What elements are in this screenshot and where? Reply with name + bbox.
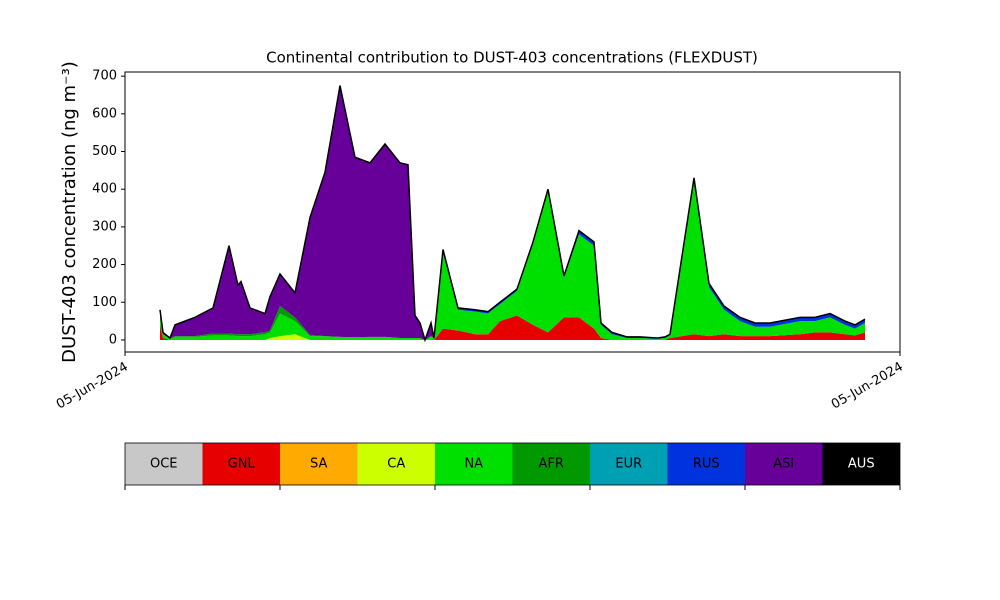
legend-label: AFR [539, 457, 564, 472]
legend-label: OCE [150, 457, 178, 472]
y-tick-label: 300 [92, 219, 117, 234]
legend-label: CA [387, 457, 405, 472]
y-tick-label: 700 [92, 69, 117, 84]
legend-swatch [667, 443, 745, 485]
legend-swatch [822, 443, 900, 485]
x-tick-label: 05-Jun-2024 [829, 360, 906, 413]
legend-label: EUR [615, 457, 642, 472]
legend-label: NA [464, 457, 483, 472]
area [160, 85, 865, 340]
y-tick-label: 500 [92, 144, 117, 159]
legend-swatch [435, 443, 513, 485]
legend-swatch [590, 443, 668, 485]
y-axis-label: DUST-403 concentration (ng m⁻³) [59, 61, 80, 363]
legend-frame [124, 442, 901, 486]
legend-swatch [745, 443, 823, 485]
legend-label: ASI [773, 457, 794, 472]
outline [159, 85, 866, 343]
legend-swatch [512, 443, 590, 485]
legend-swatch [357, 443, 435, 485]
y-tick-label: 400 [92, 182, 117, 197]
legend-label: AUS [848, 457, 875, 472]
legend-swatch [280, 443, 358, 485]
y-tick-label: 100 [92, 295, 117, 310]
legend-label: RUS [693, 457, 720, 472]
legend-swatch [202, 443, 280, 485]
y-tick-label: 0 [109, 332, 117, 347]
legend-label: GNL [228, 457, 256, 472]
chart-title: Continental contribution to DUST-403 con… [266, 49, 758, 67]
legend-label: SA [310, 457, 327, 472]
legend-swatch [125, 443, 203, 485]
area [160, 181, 865, 340]
area [160, 315, 865, 340]
plot-frame [124, 71, 901, 353]
y-tick-label: 600 [92, 106, 117, 121]
y-tick-label: 200 [92, 257, 117, 272]
x-tick-label: 05-Jun-2024 [54, 360, 131, 413]
